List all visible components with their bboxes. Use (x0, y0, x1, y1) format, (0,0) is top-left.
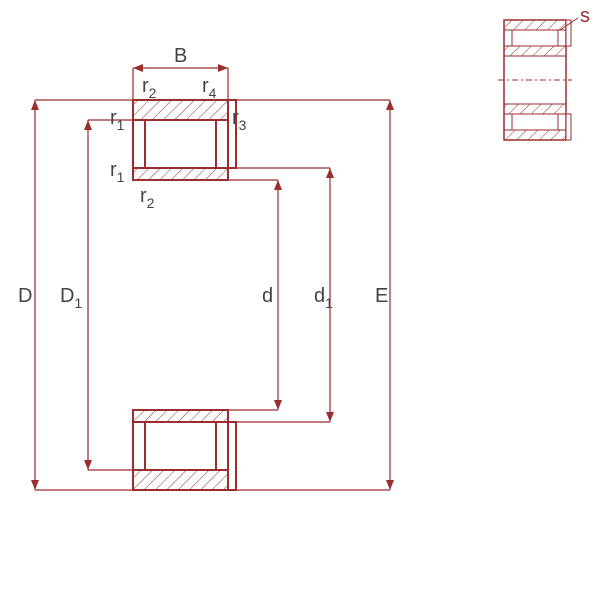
label-d: d (262, 285, 273, 307)
label-D: D (18, 285, 32, 307)
main-section (133, 100, 236, 490)
label-D1: D1 (60, 285, 82, 311)
label-r4: r4 (202, 75, 217, 101)
label-r1-a: r1 (110, 107, 125, 133)
label-E: E (375, 285, 388, 307)
label-r2-bot: r2 (140, 185, 155, 211)
mini-bearing-icon (498, 18, 578, 140)
label-r2-top: r2 (142, 75, 157, 101)
label-B: B (174, 45, 187, 67)
label-s: s (580, 5, 590, 27)
bearing-cross-section-diagram: BDD1dd1Er2r4r1r3r1r2s (0, 0, 600, 600)
label-r1-b: r1 (110, 159, 125, 185)
